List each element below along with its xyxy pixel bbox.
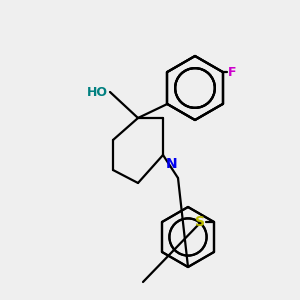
Text: N: N (166, 157, 178, 171)
Text: S: S (195, 215, 205, 229)
Text: F: F (228, 65, 236, 79)
Text: HO: HO (87, 85, 108, 98)
